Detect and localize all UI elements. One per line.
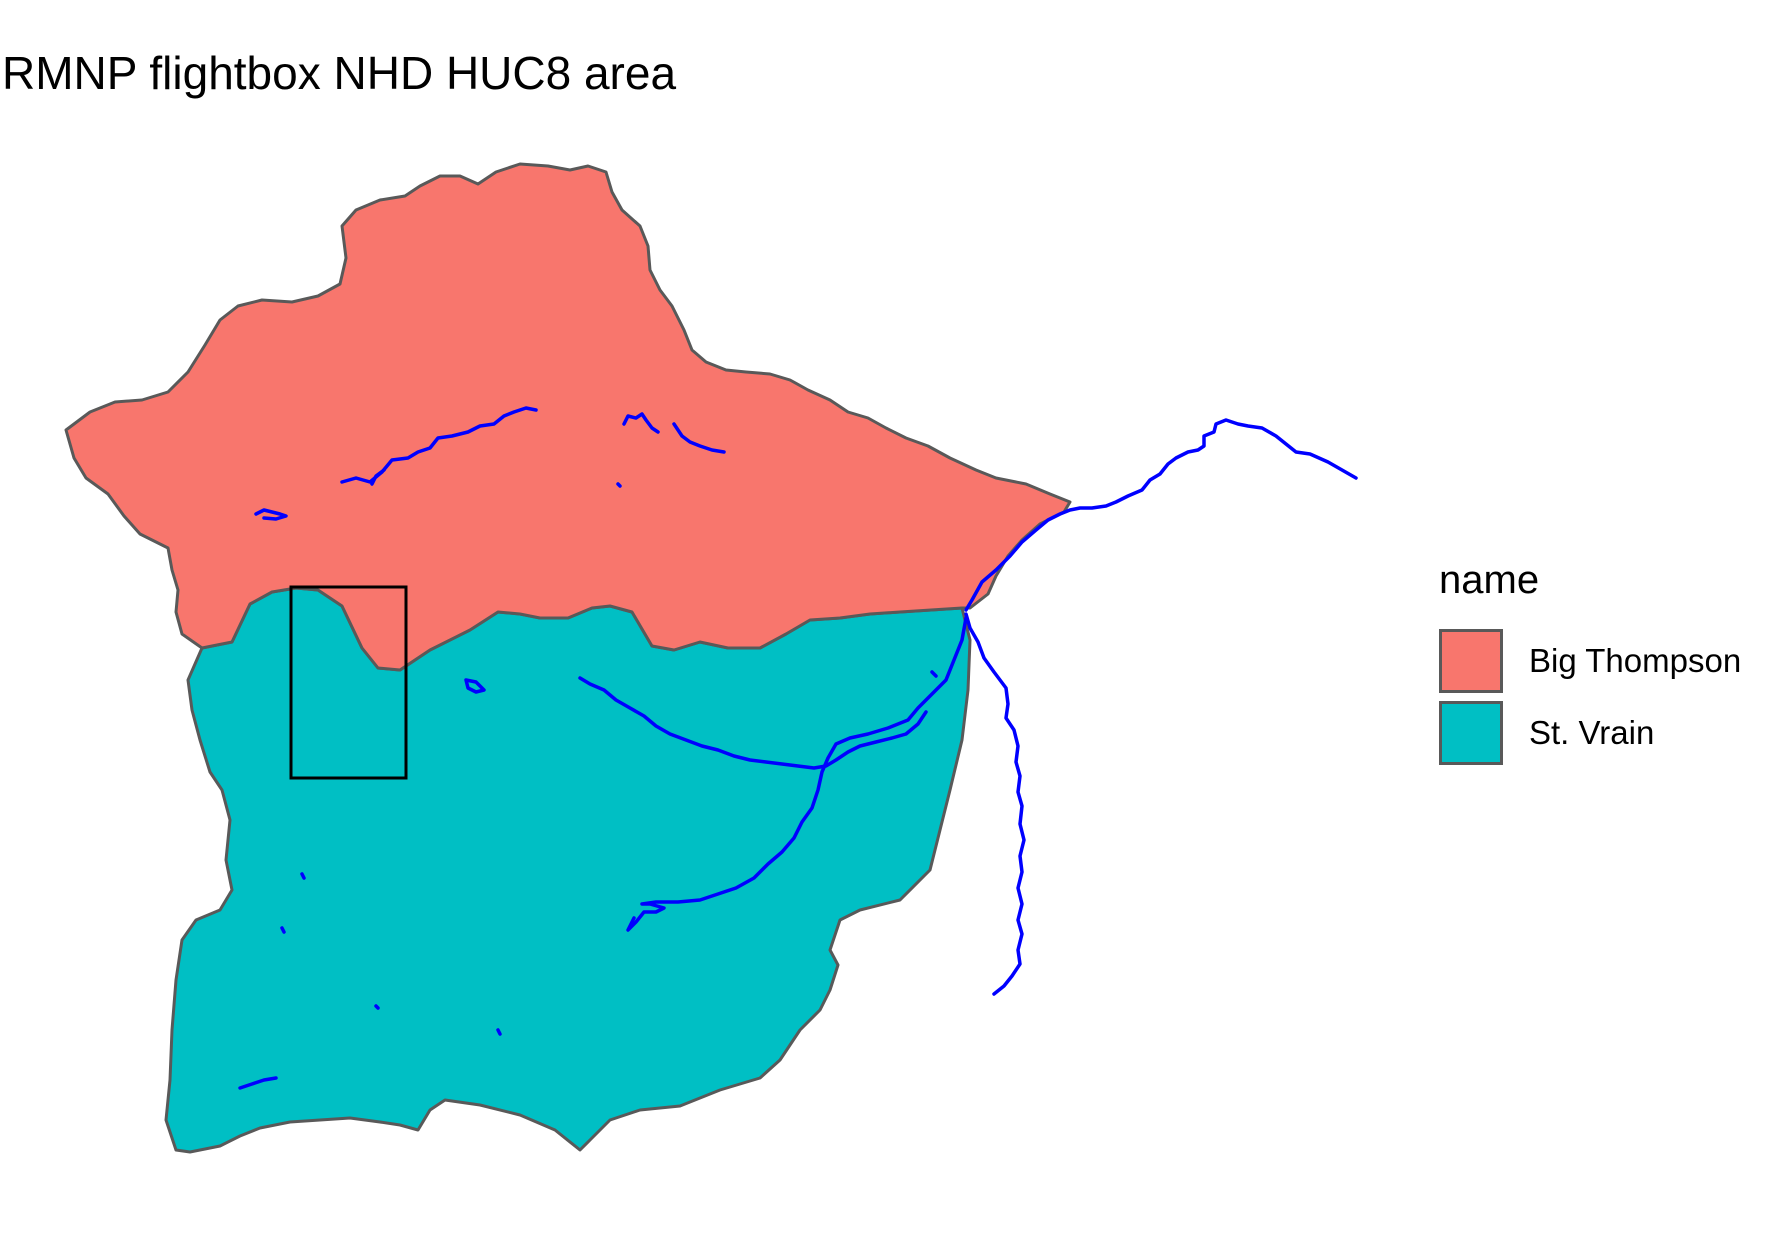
legend-key-st-vrain [1439,701,1503,765]
legend-item-st-vrain: St. Vrain [1439,697,1741,769]
legend: name Big Thompson St. Vrain [1439,558,1741,769]
legend-label-big-thompson: Big Thompson [1529,642,1742,679]
legend-title: name [1439,558,1540,602]
flowline [254,508,288,521]
flowline [964,418,1358,612]
flowline [964,612,1026,996]
rmnp-flightbox [289,585,408,780]
flowline [496,1028,502,1036]
flowline [464,678,486,694]
flowline [616,482,622,488]
flowline [300,872,306,880]
big-thompson-watershed [64,162,1072,672]
map-title: RMNP flightbox NHD HUC8 area [2,47,677,99]
flowline [374,1004,380,1010]
flowlines [238,406,1358,1090]
flowline [930,670,938,678]
st-vrain-watershed [164,586,972,1154]
flowline [238,1076,278,1090]
legend-item-big-thompson: Big Thompson [1439,625,1741,697]
legend-label-st-vrain: St. Vrain [1529,714,1655,751]
flowline [626,616,968,932]
flowline [370,468,386,486]
flowline [622,412,660,434]
flowline [280,926,286,934]
flowline [672,422,726,454]
legend-key-big-thompson [1439,629,1503,693]
flowline [578,676,928,770]
